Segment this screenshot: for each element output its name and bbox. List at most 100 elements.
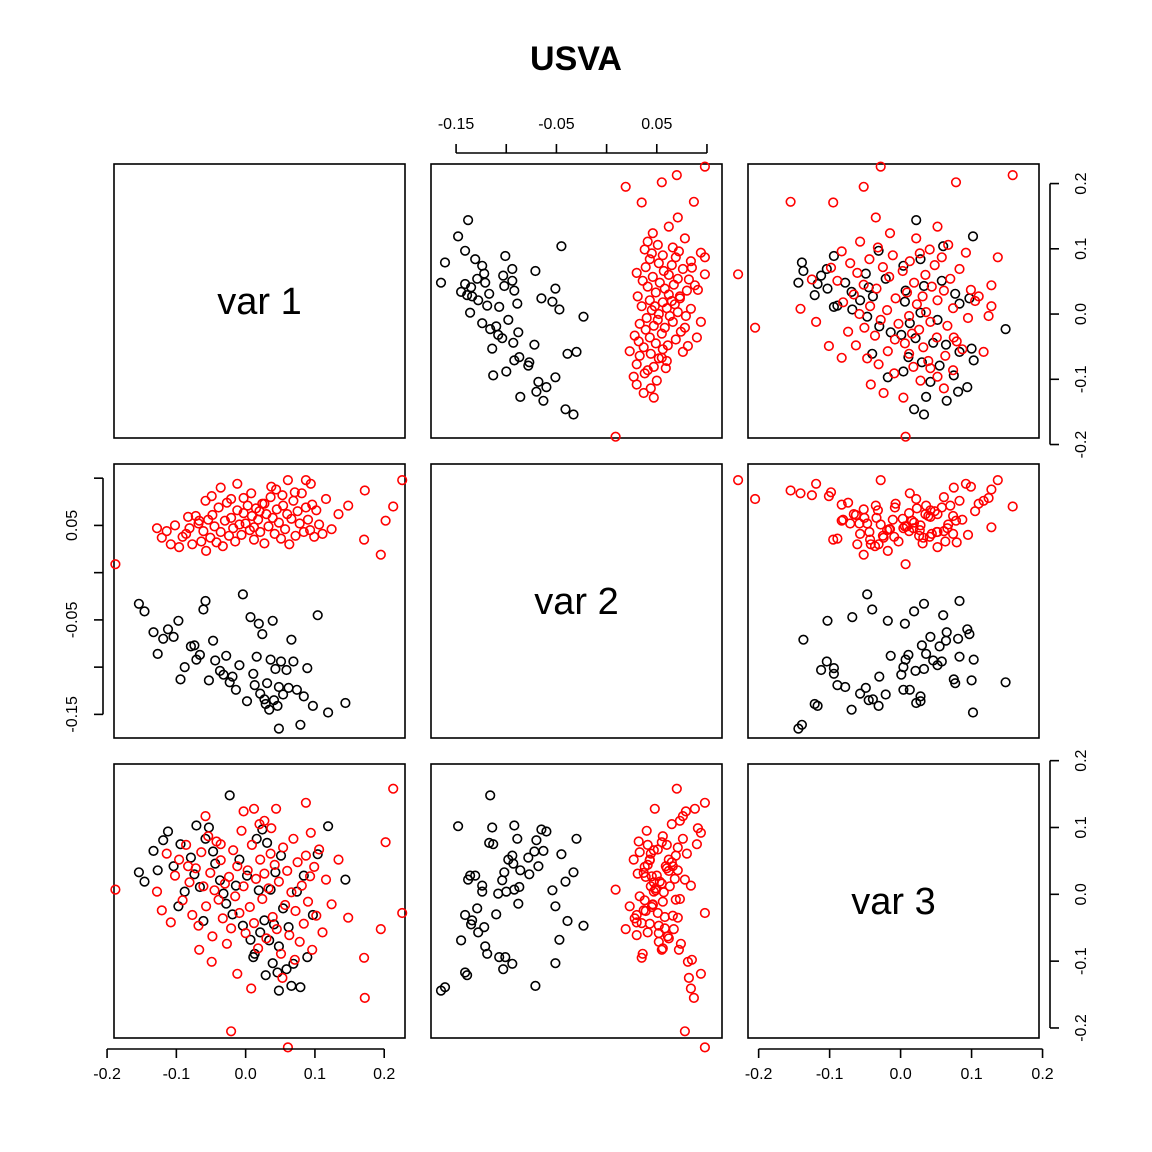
point-s2-38 xyxy=(246,839,257,851)
point-s1-6 xyxy=(162,826,174,837)
point-s2-44 xyxy=(632,868,643,879)
point-s2-77 xyxy=(785,196,796,207)
point-s2-84 xyxy=(699,1042,711,1053)
point-s2-63 xyxy=(864,526,875,538)
point-s2-37 xyxy=(244,901,255,913)
point-s1-54 xyxy=(312,610,323,621)
panel-frame xyxy=(747,163,1040,439)
point-s2-7 xyxy=(628,854,639,865)
point-s2-32 xyxy=(234,519,245,530)
point-s2-66 xyxy=(305,871,316,882)
point-s2-94 xyxy=(666,295,677,307)
point-s1-26 xyxy=(554,934,565,945)
point-s2-23 xyxy=(931,332,942,343)
point-s2-33 xyxy=(236,825,247,836)
point-s1-17 xyxy=(910,665,921,677)
point-s2-23 xyxy=(644,332,655,343)
point-s2-62 xyxy=(904,488,915,499)
point-s2-89 xyxy=(992,475,1003,486)
point-s2-49 xyxy=(269,859,280,871)
point-s2-20 xyxy=(209,521,220,532)
point-s1-29 xyxy=(251,833,262,844)
point-s2-100 xyxy=(248,522,260,533)
tick-label: -0.15 xyxy=(64,696,81,733)
point-s1-13 xyxy=(200,595,211,607)
point-s1-19 xyxy=(513,327,524,338)
point-s2-82 xyxy=(823,340,835,352)
point-s2-63 xyxy=(298,526,309,538)
point-s2-30 xyxy=(634,318,645,329)
tick-label: -0.1 xyxy=(163,1066,191,1083)
point-s1-32 xyxy=(536,293,547,304)
point-s1-1 xyxy=(515,865,526,876)
point-s2-7 xyxy=(628,371,639,382)
point-s2-33 xyxy=(641,312,652,324)
point-s2-74 xyxy=(663,221,674,232)
point-s1-55 xyxy=(323,707,334,718)
point-s1-43 xyxy=(275,850,287,861)
point-s1-7 xyxy=(925,376,936,388)
tick-label: -0.2 xyxy=(1073,1014,1090,1042)
point-s1-6 xyxy=(962,382,973,393)
x-axis-top-col2: -0.15 -0.05 0.05 xyxy=(438,116,708,154)
point-s2-92 xyxy=(683,972,695,984)
point-s2-79 xyxy=(656,837,667,848)
point-s2-37 xyxy=(881,305,893,316)
point-s2-99 xyxy=(656,352,667,363)
point-s1-53 xyxy=(873,700,884,712)
point-s2-24 xyxy=(629,913,640,924)
point-s2-72 xyxy=(320,874,332,885)
point-s1-5 xyxy=(158,835,169,846)
point-s2-9 xyxy=(947,528,959,540)
point-s1-50 xyxy=(439,257,451,268)
point-s1-2 xyxy=(918,409,930,420)
point-s1-47 xyxy=(798,634,809,645)
point-s1-38 xyxy=(822,283,833,294)
point-s2-64 xyxy=(300,502,312,513)
point-s2-53 xyxy=(945,500,956,511)
point-s1-45 xyxy=(281,664,292,676)
point-s2-41 xyxy=(253,943,264,954)
point-s2-60 xyxy=(929,260,940,271)
tick-label: 0.05 xyxy=(64,510,81,541)
point-s1-49 xyxy=(291,886,303,897)
tick-label: -0.2 xyxy=(93,1066,121,1083)
x-axis-bottom-col1: -0.2 -0.1 0.0 0.1 0.2 xyxy=(93,1048,395,1083)
panel-r3-c3: var 3 xyxy=(747,763,1040,1039)
point-s2-83 xyxy=(810,316,822,328)
point-s2-43 xyxy=(674,893,686,905)
point-s2-7 xyxy=(174,541,185,553)
point-s2-61 xyxy=(294,518,305,529)
point-s2-76 xyxy=(828,197,839,208)
point-s2-97 xyxy=(266,823,277,834)
point-s1-5 xyxy=(531,835,542,846)
point-s2-54 xyxy=(280,899,291,911)
point-s1-31 xyxy=(854,295,866,306)
point-s1-59 xyxy=(793,277,804,288)
point-s1-36 xyxy=(456,286,467,298)
point-s2-49 xyxy=(269,528,280,540)
point-s1-52 xyxy=(828,250,840,262)
point-s1-40 xyxy=(270,663,281,675)
point-s2-81 xyxy=(699,907,711,919)
point-s2-62 xyxy=(296,880,307,891)
point-s1-45 xyxy=(498,964,509,975)
point-s1-22 xyxy=(477,880,488,891)
point-s2-19 xyxy=(207,931,218,942)
point-s2-73 xyxy=(884,228,896,239)
panel-r2-c2: var 2 xyxy=(430,463,723,739)
point-s2-70 xyxy=(314,519,325,530)
point-s2-83 xyxy=(695,316,707,328)
point-s1-3 xyxy=(560,876,571,887)
tick-label: -0.15 xyxy=(438,116,475,133)
point-s1-35 xyxy=(262,837,273,849)
point-s2-90 xyxy=(960,247,972,258)
point-s1-7 xyxy=(168,631,179,643)
point-s1-23 xyxy=(234,854,245,865)
point-s2-85 xyxy=(226,1026,237,1037)
point-s2-16 xyxy=(201,545,212,557)
point-s1-5 xyxy=(531,386,542,397)
point-s1-22 xyxy=(904,318,915,329)
point-s2-9 xyxy=(947,365,959,376)
